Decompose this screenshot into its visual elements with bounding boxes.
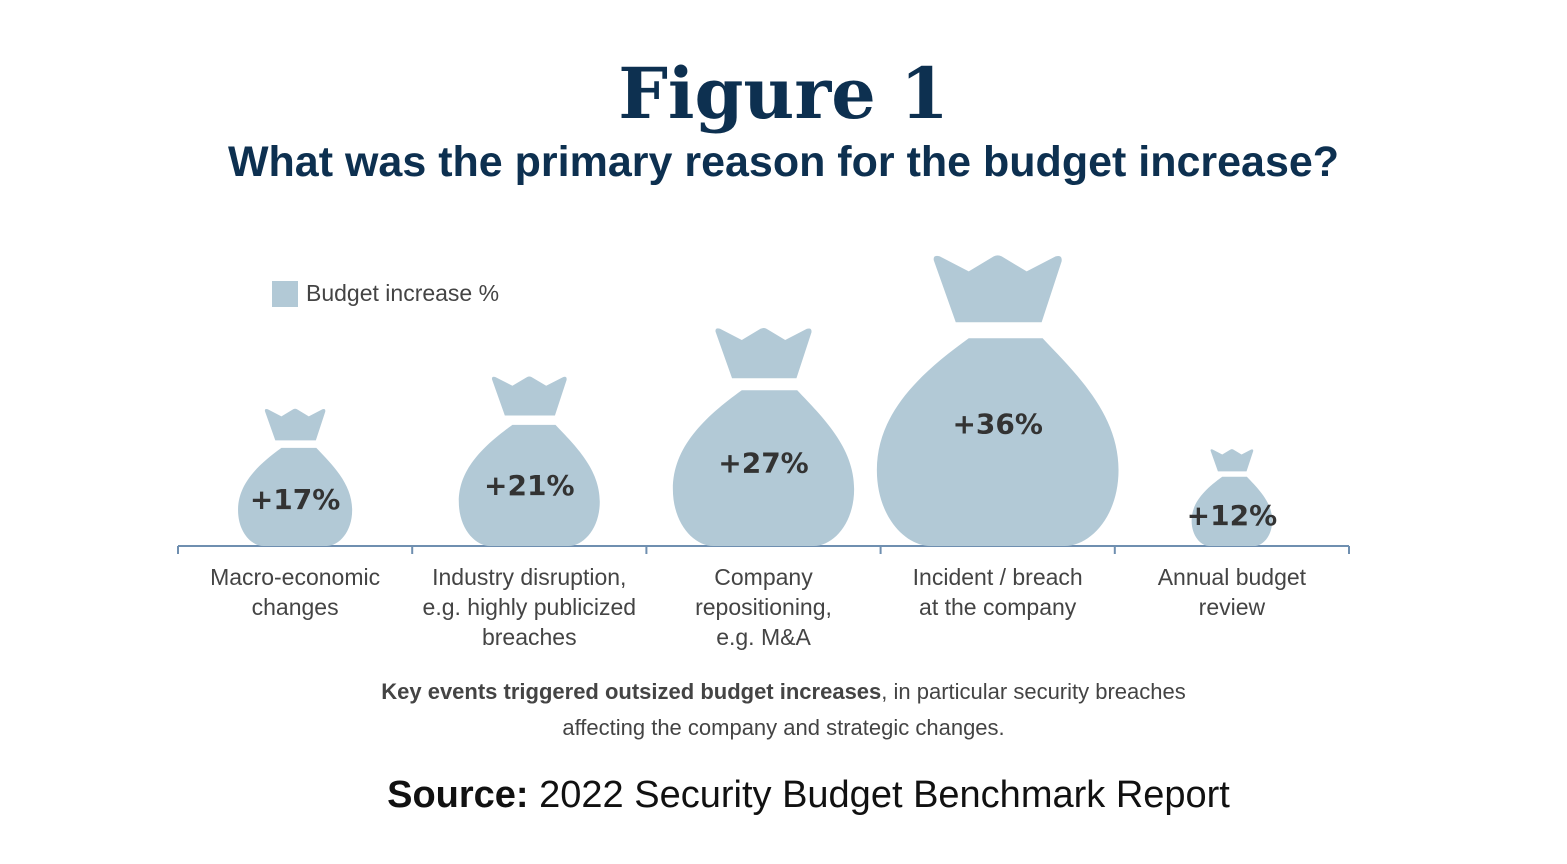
category-label-line: Macro-economic bbox=[210, 564, 381, 590]
data-label: +21% bbox=[484, 469, 574, 502]
category-label-line: Annual budget bbox=[1157, 564, 1307, 590]
category-label-line: Incident / breach bbox=[912, 564, 1083, 590]
category-label: Macro-economic changes bbox=[178, 562, 412, 622]
bag-bar bbox=[1191, 449, 1273, 546]
category-label-line: review bbox=[1198, 594, 1266, 620]
bag-body bbox=[1191, 476, 1273, 546]
legend: Budget increase % bbox=[272, 280, 499, 307]
data-label: +36% bbox=[952, 408, 1042, 441]
category-label-line: e.g. M&A bbox=[716, 624, 811, 650]
bag-tie bbox=[715, 328, 812, 379]
chart-note: Key events triggered outsized budget inc… bbox=[0, 674, 1567, 746]
category-label-line: Company bbox=[714, 564, 813, 590]
bag-bar bbox=[672, 328, 855, 546]
bag-body bbox=[238, 447, 353, 546]
category-label-line: e.g. highly publicized bbox=[422, 594, 637, 620]
legend-swatch bbox=[272, 280, 298, 307]
category-label-line: repositioning, bbox=[695, 594, 832, 620]
category-label: Industry disruption, e.g. highly publiciz… bbox=[412, 562, 646, 652]
category-label-line: at the company bbox=[919, 594, 1077, 620]
category-label-line: Industry disruption, bbox=[432, 564, 627, 590]
source: Source: 2022 Security Budget Benchmark R… bbox=[0, 774, 1567, 817]
category-label: Annual budget review bbox=[1115, 562, 1349, 622]
category-label: Incident / breach at the company bbox=[881, 562, 1115, 622]
category-label-line: breaches bbox=[481, 624, 577, 650]
data-label: +12% bbox=[1187, 499, 1277, 532]
note-text: , in particular security breaches bbox=[881, 679, 1186, 704]
source-label: Source: bbox=[387, 774, 529, 816]
note-line2: affecting the company and strategic chan… bbox=[562, 715, 1005, 740]
data-label: +17% bbox=[250, 483, 340, 516]
bag-tie bbox=[1210, 449, 1254, 472]
bag-tie bbox=[491, 376, 567, 416]
category-label-line: changes bbox=[251, 594, 339, 620]
bag-body bbox=[458, 424, 600, 546]
bag-bar bbox=[458, 376, 600, 546]
category-label: Company repositioning, e.g. M&A bbox=[647, 562, 881, 652]
figure-number: Figure 1 bbox=[618, 52, 949, 135]
source-text: 2022 Security Budget Benchmark Report bbox=[528, 774, 1230, 816]
chart-title: What was the primary reason for the budg… bbox=[227, 138, 1340, 186]
bag-tie bbox=[264, 408, 326, 441]
bag-tie bbox=[933, 255, 1062, 323]
data-label: +27% bbox=[718, 446, 808, 479]
bag-body bbox=[672, 390, 855, 546]
note-bold: Key events triggered outsized budget inc… bbox=[381, 679, 882, 704]
bag-bar bbox=[876, 255, 1119, 546]
bag-body bbox=[876, 338, 1119, 546]
bag-bar bbox=[238, 408, 353, 546]
legend-label: Budget increase % bbox=[306, 280, 500, 306]
